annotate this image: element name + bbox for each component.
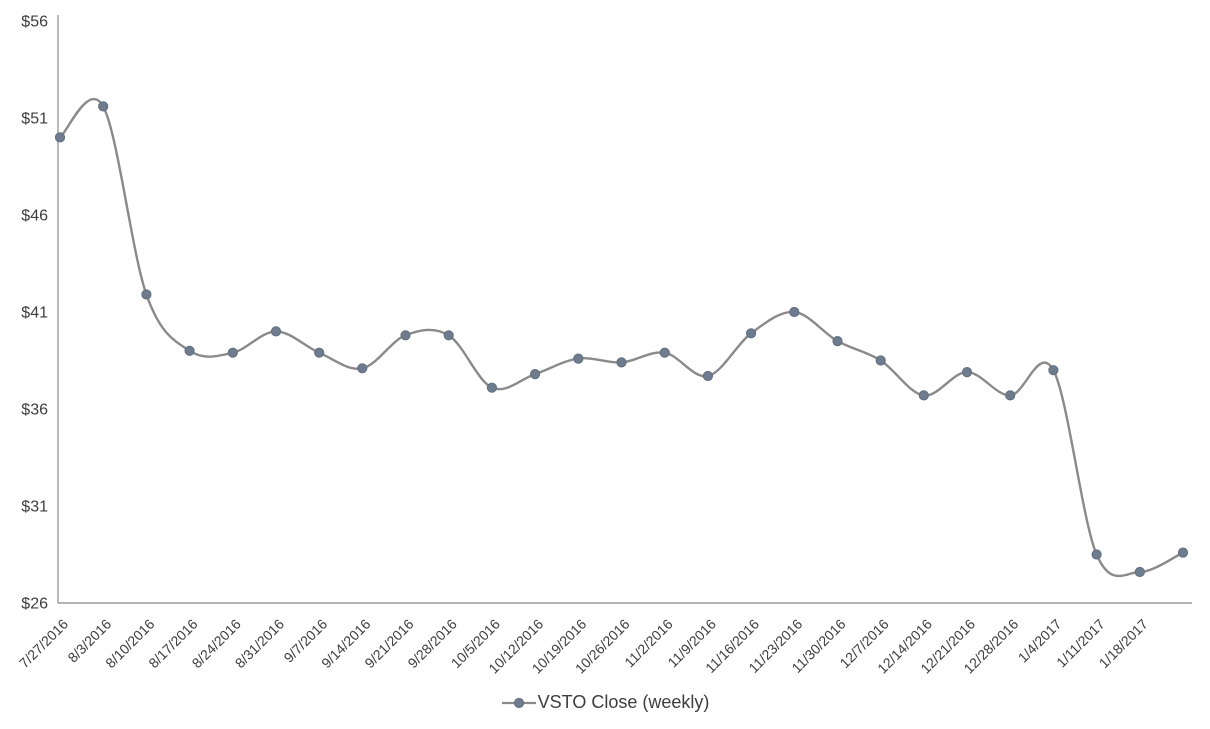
y-axis-label: $31 [21, 499, 48, 516]
legend-line-marker-icon [501, 697, 536, 708]
y-axis-label: $51 [21, 111, 48, 128]
y-axis-label: $56 [21, 14, 48, 31]
data-point-marker[interactable] [1048, 365, 1059, 376]
data-point-marker[interactable] [357, 363, 368, 374]
data-point-marker[interactable] [184, 345, 195, 356]
data-point-marker[interactable] [443, 330, 454, 341]
legend-label: VSTO Close (weekly) [537, 692, 710, 712]
data-point-marker[interactable] [961, 367, 973, 378]
data-point-marker[interactable] [530, 369, 541, 380]
data-point-marker[interactable] [875, 355, 886, 366]
data-point-marker[interactable] [1134, 566, 1145, 578]
y-axis-label: $41 [21, 305, 48, 322]
legend[interactable]: VSTO Close (weekly) [0, 692, 1210, 713]
x-axis-label: 7/27/2016 [16, 616, 72, 672]
y-axis-label: $26 [21, 596, 48, 613]
y-axis-label: $46 [21, 208, 48, 225]
data-point-marker[interactable] [918, 390, 929, 401]
data-point-marker[interactable] [400, 330, 411, 341]
data-point-marker[interactable] [1091, 549, 1102, 560]
data-point-marker[interactable] [573, 353, 584, 364]
data-point-marker[interactable] [1177, 547, 1189, 558]
data-point-marker[interactable] [486, 382, 497, 393]
series-line[interactable] [58, 97, 1185, 578]
data-point-marker[interactable] [270, 326, 282, 337]
data-point-marker[interactable] [314, 347, 325, 358]
data-point-marker[interactable] [702, 370, 714, 382]
data-point-marker[interactable] [616, 357, 627, 368]
data-point-marker[interactable] [141, 289, 152, 300]
data-point-marker[interactable] [746, 328, 757, 339]
data-point-marker[interactable] [227, 347, 238, 358]
y-axis-label: $36 [21, 402, 48, 419]
data-point-marker[interactable] [98, 101, 109, 112]
data-point-marker[interactable] [659, 347, 670, 358]
data-point-marker[interactable] [1005, 390, 1016, 401]
data-point-marker[interactable] [789, 306, 800, 318]
data-point-marker[interactable] [832, 336, 843, 347]
data-point-marker[interactable] [54, 132, 66, 143]
